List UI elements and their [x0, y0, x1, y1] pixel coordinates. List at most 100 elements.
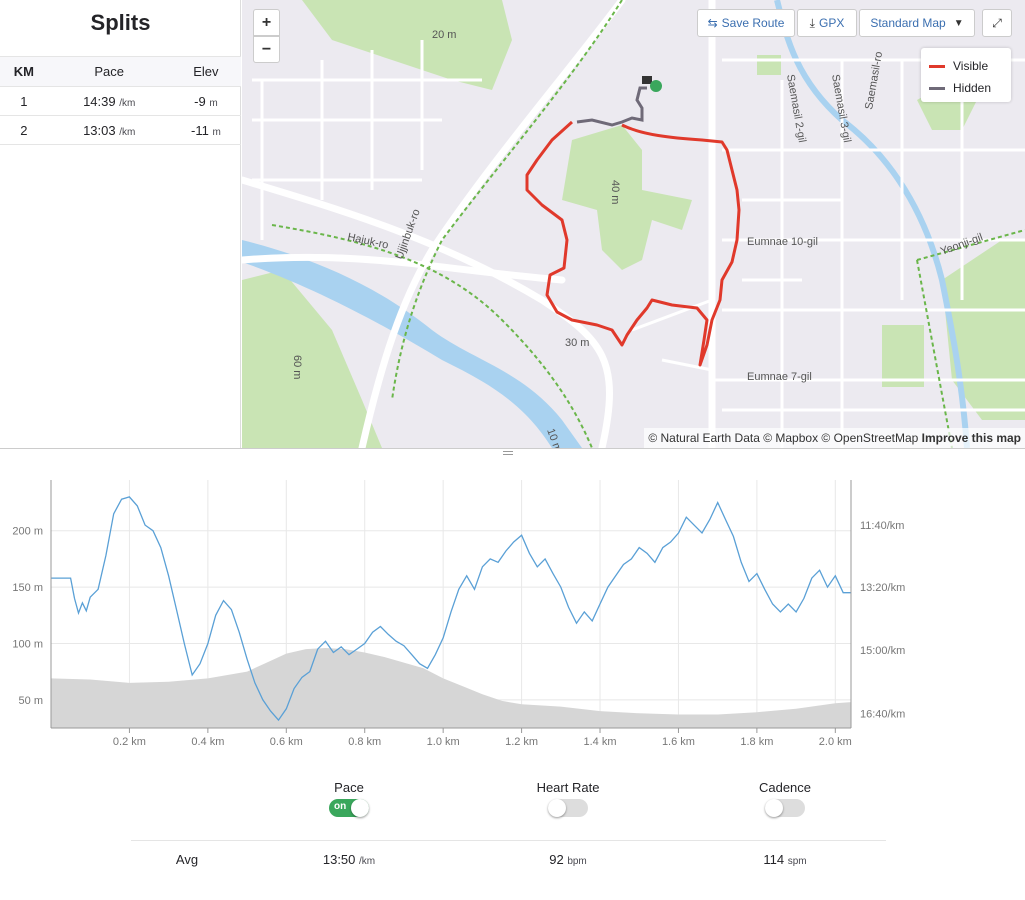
x-tick-label: 1.6 km [662, 736, 695, 748]
stat-title-heart-rate: Heart Rate [536, 780, 600, 795]
split-pace: 13:03 /km [47, 115, 171, 145]
gpx-download-button[interactable]: ⤓ GPX [797, 9, 857, 37]
avg-label: Avg [175, 852, 199, 867]
caret-down-icon: ▼ [953, 17, 964, 29]
toggle-on-label: on [334, 801, 347, 812]
splits-header-row: KM Pace Elev [0, 56, 241, 87]
toggle-knob [548, 799, 566, 817]
x-tick-label: 0.2 km [113, 736, 146, 748]
x-tick-label: 0.8 km [348, 736, 381, 748]
route-icon: ⇆ [707, 16, 718, 30]
col-km: KM [0, 56, 48, 87]
x-tick-label: 0.6 km [270, 736, 303, 748]
y-tick-label: 200 m [12, 526, 43, 538]
road-label: 20 m [432, 29, 456, 41]
col-pace: Pace [47, 56, 171, 87]
fullscreen-button[interactable]: ⤢ [982, 9, 1012, 37]
map-canvas[interactable]: Hajuk-ro Ujjinbuk-ro Eumnae 10-gil Eumna… [242, 0, 1025, 448]
gpx-label: GPX [818, 16, 845, 30]
x-tick-label: 1.0 km [427, 736, 460, 748]
x-tick-label: 1.2 km [505, 736, 538, 748]
stat-title-pace: Pace [334, 780, 364, 795]
table-row: 2 13:03 /km -11 m [0, 115, 241, 145]
finish-flag-icon [642, 76, 652, 84]
y-right-tick-label: 15:00/km [860, 645, 905, 657]
splits-table: KM Pace Elev 1 14:39 /km -9 m 2 13:03 /k… [0, 56, 241, 145]
route-visible [525, 120, 741, 367]
avg-pace-value: 13:50 /km [322, 852, 376, 867]
legend-item-hidden: Hidden [929, 77, 1003, 99]
map-style-select[interactable]: Standard Map ▼ [859, 9, 975, 37]
y-tick-label: 50 m [19, 695, 43, 707]
avg-heart-rate-value: 92 bpm [549, 852, 587, 867]
stat-heart-rate: Heart Rate [498, 780, 638, 817]
drag-handle-icon[interactable] [503, 451, 513, 455]
x-tick-label: 1.8 km [740, 736, 773, 748]
split-elev: -9 m [170, 86, 241, 116]
road-label: Eumnae 10-gil [747, 236, 818, 248]
col-elev: Elev [170, 56, 241, 87]
park-area [562, 125, 692, 270]
save-route-button[interactable]: ⇆ Save Route [697, 9, 795, 37]
y-right-tick-label: 13:20/km [860, 582, 905, 594]
save-route-label: Save Route [721, 16, 785, 30]
cadence-toggle[interactable] [765, 799, 805, 817]
road-label: 40 m [609, 180, 621, 204]
chart-axes: 0.2 km 0.4 km 0.6 km 0.8 km 1.0 km 1.2 km 1.4 … [12, 480, 905, 748]
split-km: 2 [0, 115, 48, 145]
legend-swatch-hidden [929, 86, 945, 90]
splits-title: Splits [90, 10, 151, 35]
river [242, 240, 582, 448]
expand-icon: ⤢ [992, 15, 1002, 30]
splits-panel: Splits KM Pace Elev 1 14:39 /km -9 m 2 1… [0, 0, 241, 448]
stat-pace: Pace on [279, 780, 419, 817]
field-area [882, 325, 924, 387]
split-elev: -11 m [170, 115, 241, 145]
heart-rate-toggle[interactable] [548, 799, 588, 817]
x-tick-label: 2.0 km [819, 736, 852, 748]
y-right-tick-label: 11:40/km [860, 520, 904, 532]
park-area [242, 270, 382, 448]
split-pace: 14:39 /km [47, 86, 171, 116]
avg-cadence-value: 114 spm [763, 852, 807, 867]
road-label: 30 m [565, 337, 589, 349]
road-label: Eumnae 7-gil [747, 371, 812, 383]
road-label: 60 m [291, 355, 303, 379]
road-label: Hajuk-ro [346, 231, 389, 251]
y-tick-label: 100 m [12, 638, 43, 650]
field-area [757, 55, 781, 75]
zoom-in-button[interactable]: + [253, 9, 280, 36]
download-icon: ⤓ [809, 15, 815, 30]
split-km: 1 [0, 86, 48, 116]
start-marker [650, 80, 662, 92]
route-hidden [576, 86, 647, 127]
legend-label: Visible [953, 59, 989, 73]
toggle-knob [351, 799, 369, 817]
stream [774, 0, 970, 448]
route-map[interactable]: Hajuk-ro Ujjinbuk-ro Eumnae 10-gil Eumna… [242, 0, 1025, 448]
pace-line [51, 496, 851, 722]
attribution-text: © Natural Earth Data © Mapbox © OpenStre… [648, 431, 919, 445]
route-legend: Visible Hidden [921, 48, 1011, 102]
legend-item-visible: Visible [929, 55, 1003, 77]
map-style-label: Standard Map [870, 16, 946, 30]
elevation-pace-chart[interactable]: 0.2 km 0.4 km 0.6 km 0.8 km 1.0 km 1.2 km 1.4 … [0, 458, 1025, 758]
y-tick-label: 150 m [12, 582, 43, 594]
x-tick-label: 0.4 km [191, 736, 224, 748]
road-label: Saemasil 2-gil [784, 73, 808, 143]
stat-title-cadence: Cadence [758, 780, 812, 795]
map-attribution: © Natural Earth Data © Mapbox © OpenStre… [644, 428, 1025, 448]
zoom-out-button[interactable]: − [253, 36, 280, 63]
pace-toggle[interactable]: on [329, 799, 369, 817]
stat-cadence: Cadence [715, 780, 855, 817]
legend-label: Hidden [953, 81, 992, 95]
improve-map-link[interactable]: Improve this map [921, 431, 1021, 445]
legend-swatch-visible [929, 64, 945, 68]
toggle-knob [765, 799, 783, 817]
panel-resize-divider[interactable] [0, 448, 1025, 458]
park-area [302, 0, 512, 90]
x-tick-label: 1.4 km [584, 736, 617, 748]
table-row: 1 14:39 /km -9 m [0, 86, 241, 116]
stats-summary: Pace on Heart Rate Cadence Avg 13:50 /km… [131, 780, 886, 880]
y-right-tick-label: 16:40/km [860, 708, 905, 720]
